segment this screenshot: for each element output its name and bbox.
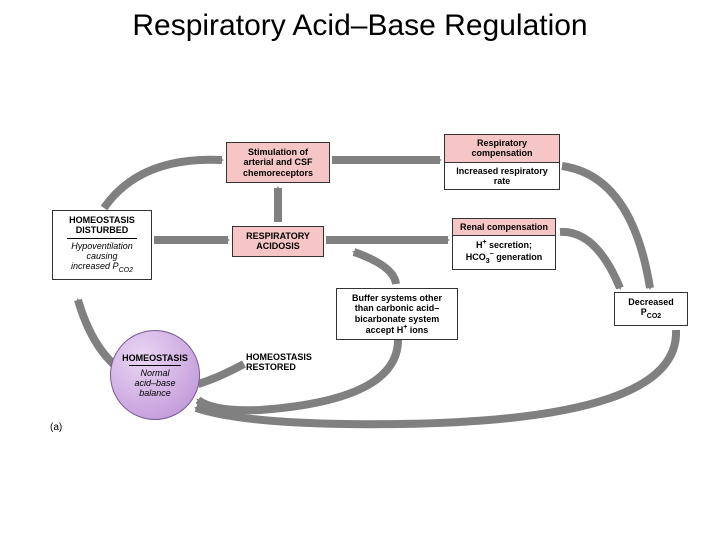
txt: CO (119, 267, 130, 274)
txt: Decreased (628, 297, 674, 307)
disturbed-sub: Hypoventilation causing increased PCO2 (58, 241, 146, 276)
txt: 3 (486, 257, 490, 264)
txt: HCO (466, 252, 486, 262)
homeo-header: HOMEOSTASIS (122, 353, 188, 363)
txt: Buffer systems other (352, 293, 442, 303)
disturbed-header: HOMEOSTASIS DISTURBED (58, 215, 146, 236)
renal-body: H+ secretion; HCO3− generation (453, 236, 555, 268)
node-buffers: Buffer systems other than carbonic acid–… (336, 288, 458, 340)
node-chemoreceptors: Stimulation of arterial and CSF chemorec… (226, 142, 330, 183)
node-resp-comp: Respiratory compensation Increased respi… (444, 134, 560, 190)
txt: balance (139, 388, 171, 398)
diagram-canvas: HOMEOSTASIS DISTURBED Hypoventilation ca… (0, 120, 720, 480)
txt: generation (494, 252, 543, 262)
node-renal-comp: Renal compensation H+ secretion; HCO3− g… (452, 218, 556, 270)
txt: increased P (71, 261, 119, 271)
node-decreased: Decreased PCO2 (614, 292, 688, 326)
txt: causing (86, 251, 117, 261)
txt: Hypoventilation (71, 241, 133, 251)
node-acidosis: RESPIRATORY ACIDOSIS (232, 226, 324, 257)
node-disturbed: HOMEOSTASIS DISTURBED Hypoventilation ca… (52, 210, 152, 280)
txt: Stimulation of (248, 147, 308, 157)
resp-comp-header: Respiratory compensation (445, 135, 559, 163)
node-restored: HOMEOSTASIS RESTORED (246, 352, 346, 373)
page-title: Respiratory Acid–Base Regulation (0, 8, 720, 43)
txt: acid–base (134, 378, 175, 388)
txt: ACIDOSIS (256, 241, 300, 251)
txt: accept H (366, 325, 404, 335)
homeo-sub: Normal acid–base balance (134, 368, 175, 398)
txt: arterial and CSF (243, 157, 312, 167)
panel-label: (a) (50, 422, 62, 433)
txt: RESPIRATORY (246, 231, 310, 241)
txt: RESTORED (246, 362, 296, 372)
txt: 2 (657, 313, 661, 320)
divider (67, 238, 137, 239)
renal-header: Renal compensation (453, 219, 555, 236)
txt: ions (407, 325, 428, 335)
txt: secretion; (487, 240, 533, 250)
txt: HOMEOSTASIS (246, 352, 312, 362)
resp-comp-sub: Increased respiratory rate (445, 163, 559, 190)
txt: Normal (140, 368, 169, 378)
txt: CO (647, 313, 658, 320)
txt: bicarbonate system (355, 314, 440, 324)
divider (129, 365, 182, 366)
txt: 2 (129, 267, 133, 274)
node-homeostasis: HOMEOSTASIS Normal acid–base balance (110, 330, 200, 420)
txt: than carbonic acid– (355, 303, 440, 313)
txt: chemoreceptors (243, 168, 313, 178)
